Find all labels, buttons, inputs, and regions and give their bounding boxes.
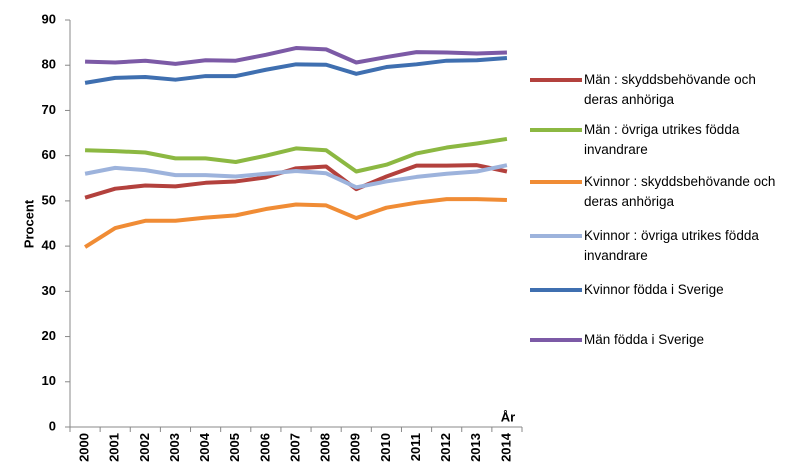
x-tick-label: 2011	[408, 433, 423, 461]
y-tick-label: 90	[42, 11, 56, 26]
series-line	[84, 163, 508, 200]
series-line	[85, 136, 508, 174]
y-tick-label: 0	[49, 418, 56, 433]
y-tick-label: 80	[42, 57, 56, 72]
y-axis-label: Procent	[21, 199, 36, 248]
x-tick-label: 2010	[378, 433, 393, 462]
legend-label: Män födda i Sverige	[584, 332, 705, 347]
x-tick-label: 2000	[77, 433, 92, 462]
x-tick-label: 2014	[498, 432, 513, 462]
legend-label: Kvinnor : övriga utrikes födda invandrar…	[584, 228, 759, 263]
y-tick-label: 70	[42, 102, 56, 117]
legend-label: Män : övriga utrikes födda invandrare	[584, 122, 740, 157]
legend-label: Kvinnor : skyddsbehövande och deras anhö…	[584, 174, 776, 209]
legend-label: Män : skyddsbehövande och deras anhöriga	[584, 72, 756, 107]
y-tick-label: 30	[42, 283, 56, 298]
x-axis-label: År	[501, 409, 515, 424]
x-tick-label: 2005	[227, 433, 242, 462]
x-tick-label: 2007	[287, 433, 302, 462]
x-tick-label: 2001	[107, 433, 122, 462]
x-tick-label: 2009	[348, 433, 363, 462]
series-line	[84, 163, 508, 190]
y-tick-label: 10	[42, 373, 56, 388]
y-tick-label: 50	[42, 192, 56, 207]
x-tick-label: 2013	[468, 433, 483, 462]
x-tick-label: 2012	[438, 433, 453, 462]
y-tick-label: 40	[42, 238, 56, 253]
x-tick-label: 2002	[137, 433, 152, 462]
x-tick-label: 2003	[167, 433, 182, 462]
y-tick-label: 60	[42, 147, 56, 162]
series-line	[84, 55, 508, 85]
series-line	[84, 197, 507, 249]
x-tick-label: 2004	[197, 432, 212, 462]
y-tick-label: 20	[42, 328, 56, 343]
legend-label: Kvinnor födda i Sverige	[584, 282, 724, 297]
x-tick-label: 2006	[257, 433, 272, 462]
x-tick-label: 2008	[318, 433, 333, 462]
series-line	[85, 46, 507, 66]
